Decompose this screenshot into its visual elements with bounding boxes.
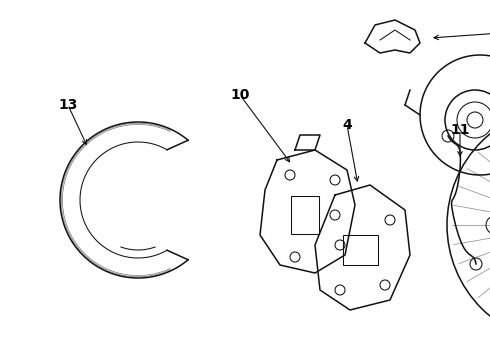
Text: 11: 11 — [450, 123, 470, 137]
Text: 4: 4 — [342, 118, 352, 132]
Text: 13: 13 — [58, 98, 78, 112]
Text: 10: 10 — [230, 88, 250, 102]
